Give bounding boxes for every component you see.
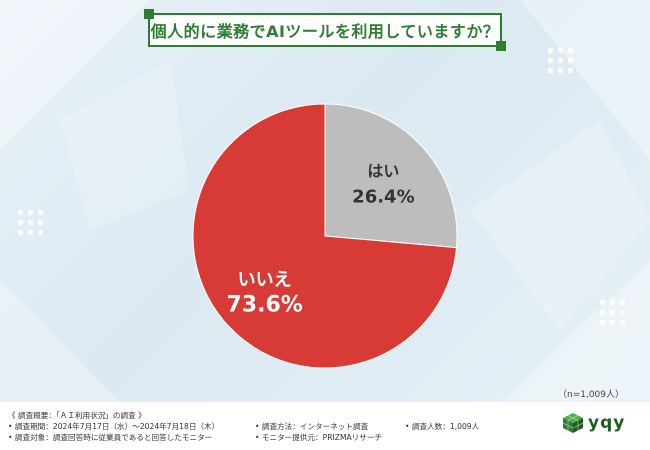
logo-wordmark: yqy — [588, 413, 626, 433]
survey-provider: • モニター提供元：PRIZMAリサーチ — [255, 433, 383, 442]
pie-slice-no — [192, 103, 458, 369]
sample-size-note: （n=1,009人） — [557, 390, 624, 400]
slice-value-label: 73.6% — [226, 292, 302, 317]
survey-count: • 調査人数：1,009人 — [405, 422, 480, 431]
survey-footer: 《 調査概要：「ＡＩ利用状況」の調査 》 • 調査期間：2024年7月17日（水… — [0, 402, 650, 450]
survey-period: • 調査期間：2024年7月17日（水）～2024年7月18日（木） — [8, 422, 220, 431]
title-corner-accent — [144, 9, 154, 19]
slice-category-label: いいえ — [238, 269, 292, 290]
cube-logo-icon — [562, 413, 584, 433]
survey-target: • 調査対象：調査回答時に従業員であると回答したモニター — [8, 433, 213, 442]
slice-value-label: 26.4% — [352, 187, 414, 208]
brand-logo: yqy — [562, 412, 625, 434]
slice-category-label: はい — [367, 162, 399, 181]
title-box: 個人的に業務でAIツールを利用していますか？ — [148, 13, 502, 47]
pie-slice-yes — [324, 103, 458, 249]
survey-method: • 調査方法：インターネット調査 — [255, 422, 369, 431]
survey-overview: 《 調査概要：「ＡＩ利用状況」の調査 》 — [8, 411, 146, 420]
chart-title: 個人的に業務でAIツールを利用していますか？ — [150, 22, 500, 41]
title-corner-accent — [496, 41, 506, 51]
background-decoration — [0, 0, 650, 402]
